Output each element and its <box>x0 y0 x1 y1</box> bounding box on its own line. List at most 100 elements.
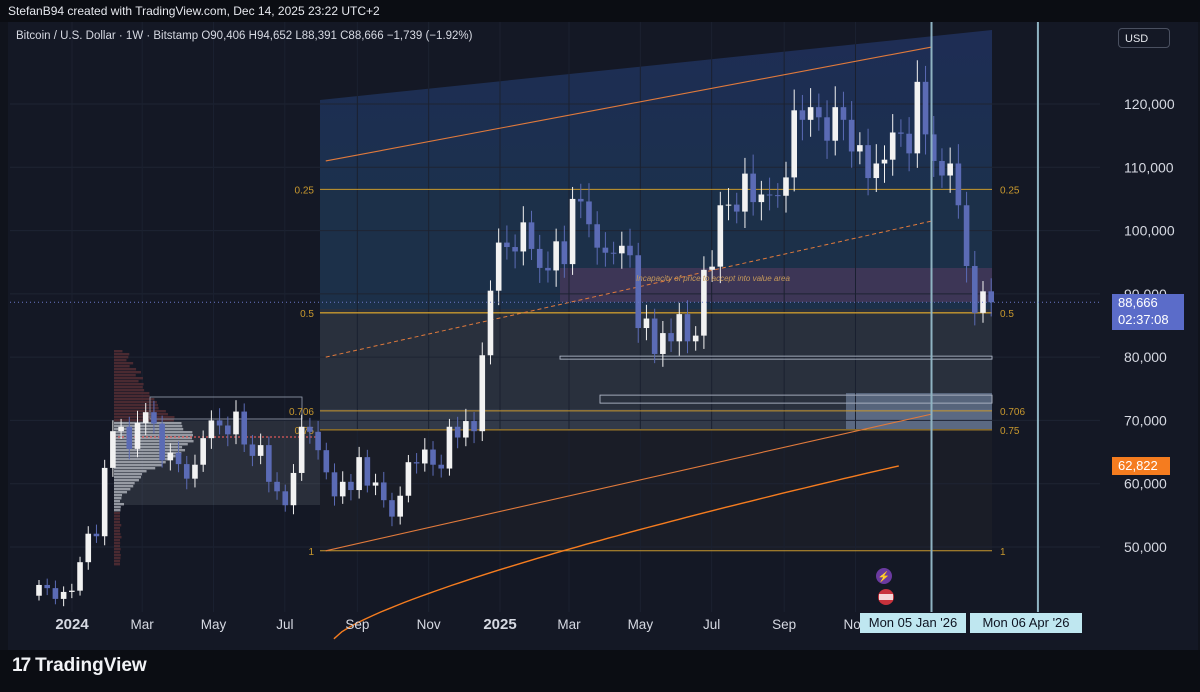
candle-body <box>882 160 888 164</box>
profile-bar <box>114 350 122 352</box>
fib-zone-bottom <box>320 429 992 550</box>
candle-body <box>135 423 141 449</box>
candle-body <box>783 177 789 195</box>
fib-zones <box>320 30 992 550</box>
value-area-annotation: Incapacity of price to accept into value… <box>636 274 790 283</box>
candle-body <box>332 472 338 496</box>
profile-bar <box>114 362 133 364</box>
candle-body <box>586 201 592 224</box>
candle-body <box>159 424 165 461</box>
profile-bar <box>114 557 120 559</box>
profile-bar <box>114 383 144 385</box>
candle-body <box>118 427 124 431</box>
candle-body <box>865 145 871 178</box>
currency-button[interactable]: USD <box>1118 28 1170 48</box>
candle-body <box>709 267 715 270</box>
candle-body <box>233 412 239 435</box>
candle-body <box>816 107 822 117</box>
candle-body <box>750 174 756 202</box>
ma-value-badge: 62,822 <box>1112 457 1170 475</box>
candle-body <box>200 438 206 465</box>
candle-body <box>676 314 682 341</box>
candle-body <box>258 445 264 456</box>
x-tick-label: Mar <box>131 617 155 632</box>
profile-bar <box>114 395 150 397</box>
profile-bar <box>114 368 136 370</box>
ohlc-close: C88,666 <box>340 30 383 42</box>
candle-body <box>537 249 543 268</box>
last-price: 88,666 <box>1118 294 1184 311</box>
candle-body <box>956 163 962 205</box>
candle-body <box>898 132 904 133</box>
symbol-title[interactable]: Bitcoin / U.S. Dollar · 1W · Bitstamp <box>16 30 198 42</box>
candle-body <box>126 427 132 449</box>
candle-body <box>800 110 806 119</box>
x-tick-label: Mar <box>557 617 581 632</box>
profile-range-box <box>150 397 302 419</box>
profile-bar <box>114 506 121 508</box>
candle-body <box>849 120 855 152</box>
x-tick-label: Sep <box>345 617 369 632</box>
tv-logo-icon: 17 <box>12 655 29 677</box>
candle-body <box>611 253 617 254</box>
candle-body <box>619 246 625 254</box>
candle-body <box>315 432 321 450</box>
ohlc-open: O90,406 <box>201 30 245 42</box>
profile-bar <box>114 392 149 394</box>
fib-label-right: 0.5 <box>1000 309 1014 320</box>
candle-body <box>668 333 674 341</box>
profile-bar <box>114 518 120 520</box>
profile-bar <box>114 536 122 538</box>
candle-body <box>775 195 781 196</box>
profile-bar <box>114 530 120 532</box>
candle-body <box>660 333 666 354</box>
us-flag-stripes-icon <box>879 594 893 600</box>
y-tick-label: 120,000 <box>1124 96 1175 112</box>
candle-body <box>832 107 838 141</box>
profile-bar <box>114 512 120 514</box>
candle-body <box>906 134 912 154</box>
profile-bar <box>114 404 158 406</box>
candle-body <box>143 412 149 423</box>
y-tick-label: 100,000 <box>1124 223 1175 239</box>
candle-body <box>939 161 945 176</box>
candle-body <box>718 205 724 266</box>
candle-body <box>447 427 453 469</box>
candle-body <box>964 205 970 266</box>
fib-label-right: 1 <box>1000 547 1006 558</box>
candle-body <box>389 500 395 516</box>
fib-label-right: 0.25 <box>1000 185 1020 196</box>
candle-body <box>36 585 42 596</box>
candle-body <box>512 247 518 251</box>
candle-body <box>652 319 658 354</box>
candle-body <box>94 534 100 537</box>
candle-body <box>767 194 773 195</box>
candle-body <box>225 425 231 434</box>
x-tick-label: May <box>201 617 227 632</box>
profile-bar <box>114 560 120 562</box>
candle-body <box>192 465 198 479</box>
candle-body <box>972 266 978 313</box>
profile-bar <box>114 539 120 541</box>
candle-body <box>77 562 83 590</box>
profile-bar <box>114 386 143 388</box>
candle-body <box>438 465 444 469</box>
candle-body <box>915 82 921 154</box>
profile-bar <box>114 371 141 373</box>
tradingview-logo[interactable]: 17 TradingView <box>12 655 147 677</box>
candle-body <box>85 534 91 562</box>
candle-body <box>406 462 412 496</box>
footer <box>0 650 1200 692</box>
profile-bar <box>114 374 136 376</box>
profile-bar <box>114 413 168 415</box>
candle-body <box>324 450 330 472</box>
price-chart[interactable]: 0.25 0.25 0.5 0.5 0.706 0.706 0.75 0.75 1 1 120,0… <box>0 0 1200 650</box>
candle-body <box>373 482 379 485</box>
candle-body <box>857 145 863 151</box>
fib-label-right: 0.75 <box>1000 426 1020 437</box>
profile-bar <box>114 551 120 553</box>
x-tick-label: May <box>628 617 654 632</box>
candle-body <box>685 314 691 341</box>
candle-body <box>488 291 494 356</box>
candle-body <box>890 132 896 159</box>
